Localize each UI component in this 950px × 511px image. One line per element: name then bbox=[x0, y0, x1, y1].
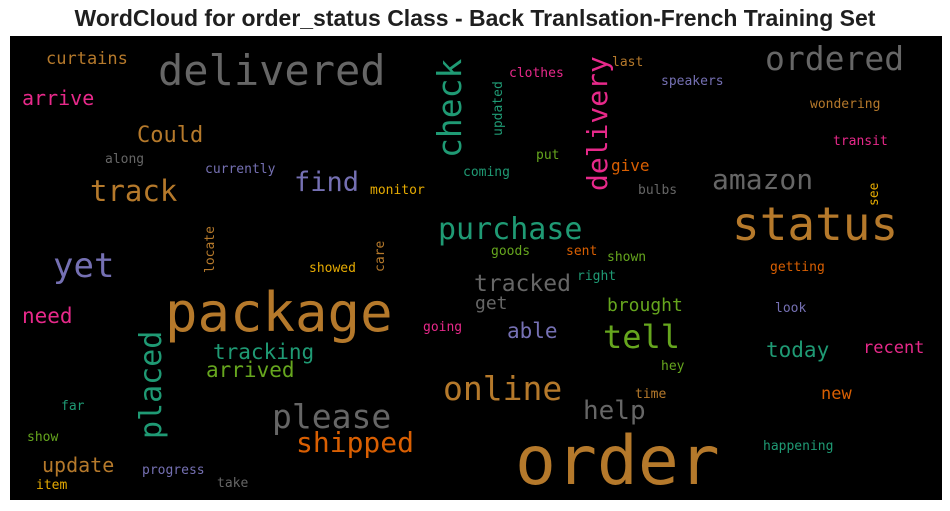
word-put: put bbox=[536, 148, 560, 163]
word-last: last bbox=[612, 55, 644, 70]
word-progress: progress bbox=[142, 463, 205, 478]
word-happening: happening bbox=[763, 439, 834, 454]
word-arrived: arrived bbox=[206, 358, 295, 382]
word-cloud: order package status delivered ordered c… bbox=[10, 36, 942, 500]
word-speakers: speakers bbox=[661, 74, 724, 89]
word-tracking: tracking bbox=[213, 340, 315, 364]
word-placed: placed bbox=[134, 330, 169, 439]
word-take: take bbox=[217, 476, 249, 491]
word-clothes: clothes bbox=[509, 66, 564, 81]
word-shown: shown bbox=[607, 250, 647, 265]
word-delivery: delivery bbox=[581, 56, 614, 191]
word-shipped: shipped bbox=[296, 426, 415, 459]
word-get: get bbox=[475, 293, 508, 314]
word-show: show bbox=[27, 430, 59, 445]
word-coming: coming bbox=[463, 165, 510, 180]
word-wondering: wondering bbox=[810, 97, 881, 112]
word-tracked: tracked bbox=[474, 271, 571, 297]
word-goods: goods bbox=[491, 244, 531, 259]
word-track: track bbox=[90, 174, 178, 208]
chart-title: WordCloud for order_status Class - Back … bbox=[74, 5, 876, 31]
word-transit: transit bbox=[833, 134, 888, 149]
word-please: please bbox=[272, 397, 392, 436]
word-help: help bbox=[583, 396, 646, 426]
word-new: new bbox=[821, 384, 852, 404]
word-today: today bbox=[766, 338, 830, 362]
word-find: find bbox=[294, 167, 360, 198]
word-recent: recent bbox=[863, 338, 925, 358]
word-currently: currently bbox=[205, 162, 276, 177]
word-going: going bbox=[423, 320, 463, 335]
word-package: package bbox=[165, 281, 393, 344]
word-online: online bbox=[443, 369, 563, 408]
word-could: Could bbox=[137, 123, 204, 148]
word-bulbs: bulbs bbox=[638, 183, 678, 198]
word-far: far bbox=[61, 399, 85, 414]
word-showed: showed bbox=[309, 261, 356, 276]
word-check: check bbox=[430, 58, 469, 158]
word-purchase: purchase bbox=[438, 212, 583, 247]
word-need: need bbox=[22, 304, 73, 328]
word-ordered: ordered bbox=[765, 39, 905, 78]
word-curtains: curtains bbox=[46, 49, 128, 69]
word-care: care bbox=[373, 240, 388, 272]
word-arrive: arrive bbox=[22, 86, 95, 110]
word-order: order bbox=[515, 422, 720, 500]
word-right: right bbox=[577, 269, 617, 284]
word-delivered: delivered bbox=[158, 46, 386, 95]
word-monitor: monitor bbox=[370, 183, 425, 198]
word-getting: getting bbox=[770, 260, 825, 275]
word-yet: yet bbox=[53, 246, 115, 286]
word-able: able bbox=[507, 319, 558, 343]
word-update: update bbox=[42, 453, 115, 477]
word-tell: tell bbox=[603, 318, 681, 356]
word-item: item bbox=[36, 478, 68, 493]
word-sent: sent bbox=[566, 244, 598, 259]
word-updated: updated bbox=[491, 81, 506, 136]
word-give: give bbox=[611, 156, 650, 175]
word-amazon: amazon bbox=[712, 163, 814, 196]
word-look: look bbox=[775, 301, 807, 316]
word-brought: brought bbox=[607, 295, 683, 316]
word-along: along bbox=[105, 152, 145, 167]
word-see: see bbox=[867, 182, 882, 206]
word-hey: hey bbox=[661, 359, 685, 374]
word-locate: locate bbox=[203, 226, 218, 273]
word-time: time bbox=[635, 387, 667, 402]
word-status: status bbox=[732, 197, 899, 251]
